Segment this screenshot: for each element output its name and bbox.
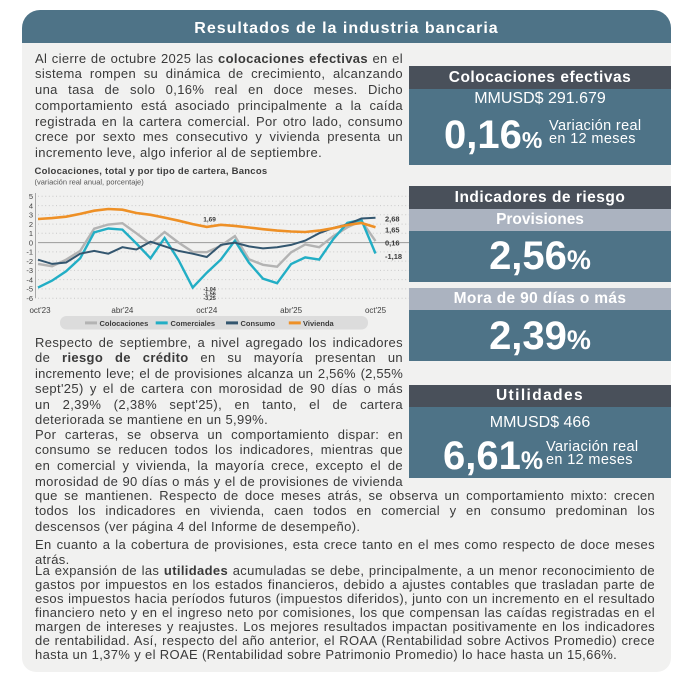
svg-text:Colocaciones: Colocaciones xyxy=(100,319,149,328)
svg-text:-1,56: -1,56 xyxy=(203,291,216,297)
svg-text:Vivienda: Vivienda xyxy=(303,319,335,328)
svg-text:abr'24: abr'24 xyxy=(111,306,134,315)
svg-text:-5: -5 xyxy=(26,285,33,294)
svg-text:oct'23: oct'23 xyxy=(29,306,51,315)
svg-text:-1,04: -1,04 xyxy=(203,287,216,293)
svg-text:2: 2 xyxy=(29,220,33,229)
svg-text:1,65: 1,65 xyxy=(385,226,400,235)
svg-text:Consumo: Consumo xyxy=(241,319,276,328)
svg-text:0: 0 xyxy=(29,238,33,247)
svg-text:-1: -1 xyxy=(26,248,33,257)
svg-text:oct'24: oct'24 xyxy=(196,306,218,315)
svg-text:-6: -6 xyxy=(26,294,33,303)
svg-text:0,16: 0,16 xyxy=(385,238,400,247)
svg-text:(variación real anual, porcent: (variación real anual, porcentaje) xyxy=(35,178,145,187)
svg-text:2,68: 2,68 xyxy=(385,215,400,224)
svg-text:5: 5 xyxy=(29,192,33,201)
svg-text:1,69: 1,69 xyxy=(203,217,216,224)
svg-text:-4: -4 xyxy=(26,275,33,284)
svg-text:-1,18: -1,18 xyxy=(385,252,402,261)
svg-text:abr'25: abr'25 xyxy=(280,306,303,315)
svg-text:Comerciales: Comerciales xyxy=(171,319,216,328)
svg-text:4: 4 xyxy=(29,201,33,210)
svg-text:-3,25: -3,25 xyxy=(203,296,216,302)
svg-text:Colocaciones, total y por tipo: Colocaciones, total y por tipo de carter… xyxy=(35,166,268,177)
svg-text:oct'25: oct'25 xyxy=(365,306,387,315)
svg-text:-3: -3 xyxy=(26,266,33,275)
svg-text:1: 1 xyxy=(29,229,33,238)
svg-text:-2: -2 xyxy=(26,257,33,266)
svg-text:3: 3 xyxy=(29,211,33,220)
